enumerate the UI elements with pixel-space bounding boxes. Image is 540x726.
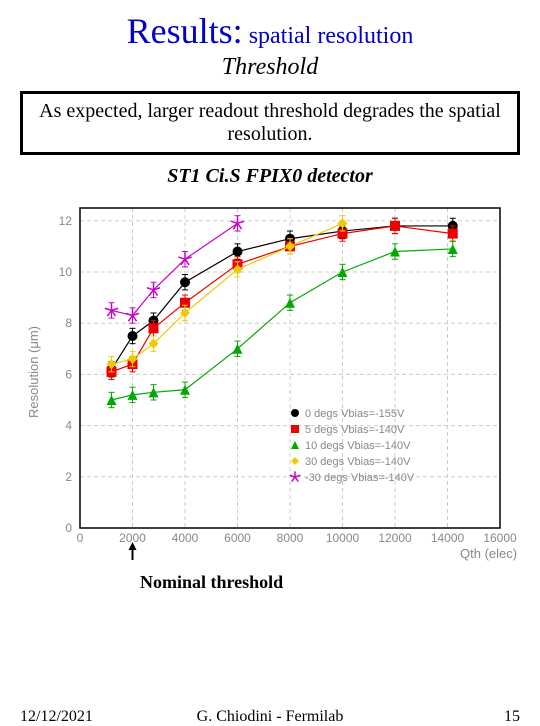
chart-title: ST1 Ci.S FPIX0 detector: [0, 165, 540, 188]
svg-text:Resolution (μm): Resolution (μm): [26, 326, 41, 418]
svg-text:4: 4: [65, 419, 72, 433]
svg-text:0: 0: [65, 521, 72, 535]
svg-text:6: 6: [65, 367, 72, 381]
title-sub: spatial resolution: [243, 23, 414, 49]
svg-text:8000: 8000: [277, 531, 304, 545]
svg-text:12000: 12000: [378, 531, 412, 545]
svg-text:8: 8: [65, 316, 72, 330]
svg-text:5 degs Vbias=-140V: 5 degs Vbias=-140V: [305, 424, 405, 436]
footer-page: 15: [504, 708, 520, 726]
footer-author: G. Chiodini - Fermilab: [0, 708, 540, 726]
svg-text:6000: 6000: [224, 531, 251, 545]
svg-text:4000: 4000: [172, 531, 199, 545]
chart-svg: 0200040006000800010000120001400016000024…: [20, 188, 520, 568]
svg-text:30 degs Vbias=-140V: 30 degs Vbias=-140V: [305, 456, 411, 468]
chart: 0200040006000800010000120001400016000024…: [20, 188, 520, 568]
svg-text:2: 2: [65, 470, 72, 484]
title-subtitle: Threshold: [0, 54, 540, 81]
svg-text:Qth (elec): Qth (elec): [460, 546, 517, 561]
svg-text:0 degs Vbias=-155V: 0 degs Vbias=-155V: [305, 408, 405, 420]
svg-text:14000: 14000: [431, 531, 465, 545]
svg-text:0: 0: [77, 531, 84, 545]
svg-text:16000: 16000: [483, 531, 517, 545]
svg-text:12: 12: [59, 214, 73, 228]
summary-box: As expected, larger readout threshold de…: [20, 91, 520, 155]
svg-text:10000: 10000: [326, 531, 360, 545]
page-title: Results: spatial resolution: [0, 10, 540, 52]
title-main: Results:: [127, 11, 243, 51]
nominal-threshold-label: Nominal threshold: [140, 572, 540, 593]
svg-text:-30 degs Vbias=-140V: -30 degs Vbias=-140V: [305, 472, 415, 484]
svg-text:10 degs Vbias=-140V: 10 degs Vbias=-140V: [305, 440, 411, 452]
svg-text:10: 10: [59, 265, 73, 279]
title-block: Results: spatial resolution Threshold: [0, 0, 540, 81]
